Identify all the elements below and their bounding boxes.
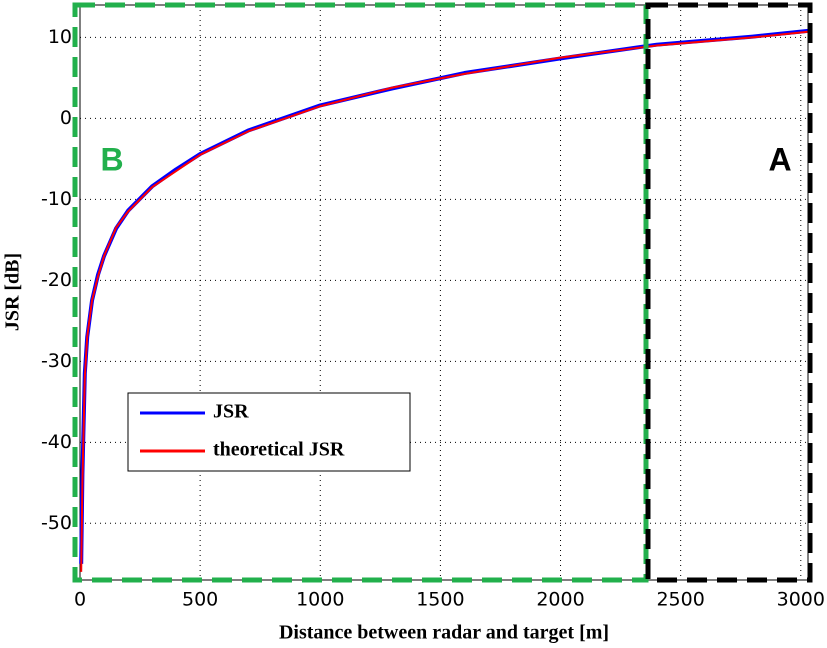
y-tick-label: -40 — [41, 431, 72, 453]
legend-label: JSR — [213, 401, 249, 423]
x-tick-label: 3000 — [777, 589, 825, 611]
x-axis-label: Distance between radar and target [m] — [279, 622, 609, 644]
y-tick-label: -20 — [41, 269, 72, 291]
x-tick-label: 2000 — [536, 589, 584, 611]
y-tick-label: -50 — [41, 512, 72, 534]
legend-label: theoretical JSR — [213, 439, 345, 461]
y-tick-label: -10 — [41, 188, 72, 210]
x-tick-label: 1000 — [296, 589, 344, 611]
x-tick-label: 500 — [182, 589, 218, 611]
lines — [79, 28, 809, 572]
annotation: A — [768, 141, 791, 177]
grid — [79, 5, 808, 580]
legend: JSR theoretical JSR — [127, 392, 411, 472]
region-a-box — [645, 2, 813, 583]
series-line — [80, 30, 809, 572]
x-tick-label: 0 — [74, 589, 86, 611]
x-tick-label: 2500 — [656, 589, 704, 611]
annotation: B — [100, 141, 123, 177]
legend-box — [127, 392, 411, 472]
y-tick-label: 10 — [48, 26, 72, 48]
y-tick-label: 0 — [60, 107, 72, 129]
x-tick-label: 1500 — [416, 589, 464, 611]
y-axis-label: JSR [dB] — [2, 253, 24, 331]
y-tick-label: -30 — [41, 350, 72, 372]
plot-area — [79, 4, 809, 581]
